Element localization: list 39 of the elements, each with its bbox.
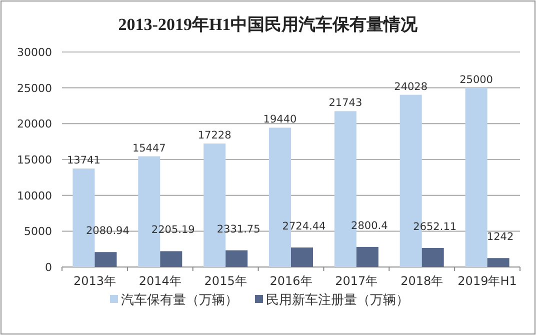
y-tick-label: 15000	[17, 154, 52, 166]
x-tick-label: 2018年	[400, 274, 444, 288]
bar	[94, 252, 117, 267]
y-tick-label: 5000	[24, 225, 52, 238]
bar	[465, 88, 488, 267]
data-label: 13741	[67, 154, 100, 167]
data-label: 2652.11	[413, 220, 457, 233]
x-tick-label: 2015年	[204, 274, 247, 288]
data-label: 2331.75	[216, 223, 260, 236]
legend-label: 民用新车注册量（万辆）	[266, 293, 409, 308]
y-tick-label: 20000	[17, 118, 52, 131]
data-label: 21743	[328, 97, 362, 110]
x-tick-label: 2017年	[335, 274, 378, 288]
bar	[356, 246, 378, 267]
legend-label: 汽车保有量（万辆）	[121, 293, 238, 308]
bar	[487, 258, 510, 267]
bar	[422, 248, 444, 267]
data-label: 15447	[132, 142, 166, 154]
x-tick-label: 2019年H1	[458, 274, 517, 288]
data-label: 25000	[460, 74, 493, 86]
chart-title: 2013-2019年H1中国民用汽车保有量情况	[118, 15, 419, 34]
data-label: 2080.94	[86, 225, 130, 238]
data-label: 1242	[486, 231, 514, 244]
bar	[226, 250, 248, 267]
x-tick-label: 2014年	[138, 274, 182, 288]
bar	[160, 251, 182, 267]
data-label: 2800.4	[351, 220, 388, 232]
y-tick-label: 0	[45, 261, 52, 274]
y-tick-label: 10000	[17, 189, 52, 202]
data-label: 2724.44	[282, 220, 326, 232]
data-label: 24028	[394, 80, 428, 93]
y-tick-label: 30000	[17, 46, 52, 59]
data-label: 19440	[263, 114, 297, 126]
x-tick-label: 2013年	[73, 274, 116, 288]
bar	[291, 247, 313, 267]
x-tick-label: 2016年	[270, 274, 312, 288]
data-label: 2205.19	[151, 224, 195, 236]
data-label: 17228	[198, 130, 232, 142]
y-tick-label: 25000	[17, 82, 52, 95]
